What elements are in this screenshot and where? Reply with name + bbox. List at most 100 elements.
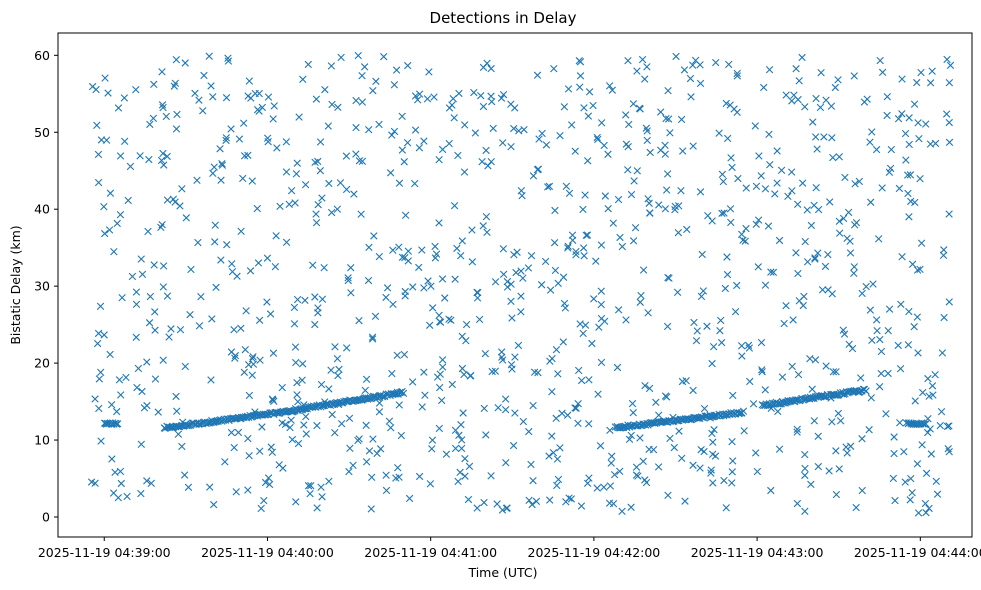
scatter-point bbox=[590, 295, 598, 303]
scatter-point bbox=[479, 63, 488, 72]
scatter-point bbox=[683, 225, 691, 234]
scatter-point bbox=[896, 419, 904, 427]
scatter-point bbox=[233, 272, 241, 280]
scatter-point bbox=[848, 344, 857, 353]
scatter-point bbox=[933, 490, 942, 498]
scatter-point bbox=[132, 333, 140, 341]
scatter-point bbox=[435, 155, 443, 164]
scatter-point bbox=[461, 472, 469, 480]
scatter-point bbox=[358, 157, 367, 166]
scatter-point bbox=[368, 335, 377, 343]
scatter-point bbox=[749, 400, 758, 408]
scatter-point bbox=[279, 464, 287, 472]
scatter-point bbox=[925, 504, 933, 513]
scatter-point bbox=[134, 364, 143, 373]
scatter-point bbox=[945, 298, 953, 306]
scatter-point bbox=[483, 228, 491, 236]
scatter-point bbox=[253, 204, 261, 213]
scatter-point bbox=[835, 153, 843, 161]
scatter-point bbox=[814, 462, 823, 471]
scatter-point bbox=[124, 196, 132, 205]
scatter-point bbox=[663, 322, 672, 331]
scatter-point bbox=[95, 375, 104, 383]
scatter-point bbox=[767, 268, 775, 276]
scatter-point bbox=[150, 261, 158, 269]
scatter-point bbox=[137, 489, 145, 498]
scatter-point bbox=[579, 205, 587, 214]
scatter-point bbox=[924, 374, 932, 383]
scatter-point bbox=[218, 161, 227, 169]
scatter-point bbox=[607, 459, 615, 467]
scatter-point bbox=[840, 330, 849, 338]
scatter-point bbox=[501, 395, 510, 403]
scatter-point bbox=[258, 423, 266, 431]
scatter-point bbox=[723, 134, 732, 143]
x-tick-label: 2025-11-19 04:41:00 bbox=[364, 545, 497, 560]
scatter-point bbox=[114, 104, 123, 112]
scatter-point bbox=[920, 420, 928, 428]
scatter-point bbox=[560, 299, 569, 308]
scatter-point bbox=[113, 219, 121, 228]
scatter-point bbox=[285, 200, 293, 208]
scatter-point bbox=[133, 383, 141, 392]
scatter-point bbox=[222, 136, 230, 145]
scatter-point bbox=[741, 237, 749, 245]
scatter-point bbox=[597, 119, 606, 127]
scatter-point bbox=[311, 320, 319, 329]
scatter-point bbox=[813, 145, 821, 153]
scatter-point bbox=[943, 55, 951, 64]
scatter-point bbox=[171, 198, 179, 206]
scatter-point bbox=[253, 106, 262, 114]
scatter-point bbox=[418, 246, 426, 254]
scatter-point bbox=[614, 195, 623, 204]
scatter-point bbox=[729, 457, 737, 465]
scatter-point bbox=[132, 300, 141, 308]
scatter-point bbox=[836, 417, 845, 425]
scatter-point bbox=[350, 190, 358, 198]
scatter-point bbox=[633, 167, 641, 175]
scatter-point bbox=[114, 493, 122, 502]
scatter-point bbox=[317, 380, 326, 389]
scatter-point bbox=[740, 427, 748, 435]
scatter-point bbox=[563, 411, 572, 419]
scatter-point bbox=[151, 375, 160, 383]
scatter-point bbox=[565, 494, 573, 502]
scatter-point bbox=[313, 421, 321, 430]
scatter-point bbox=[503, 277, 512, 286]
scatter-point bbox=[552, 414, 560, 423]
scatter-point bbox=[643, 63, 651, 71]
scatter-point bbox=[160, 161, 168, 169]
scatter-point bbox=[581, 191, 589, 199]
scatter-point bbox=[579, 244, 588, 252]
scatter-point bbox=[211, 238, 219, 246]
scatter-point bbox=[645, 384, 654, 393]
scatter-point bbox=[945, 138, 954, 147]
scatter-point bbox=[388, 131, 396, 139]
scatter-point bbox=[183, 422, 191, 430]
scatter-point bbox=[911, 397, 919, 405]
scatter-point bbox=[686, 415, 695, 424]
scatter-point bbox=[115, 376, 124, 384]
scatter-point bbox=[426, 480, 435, 488]
scatter-point bbox=[248, 177, 256, 185]
scatter-point bbox=[240, 152, 249, 160]
scatter-point bbox=[872, 316, 881, 324]
scatter-point bbox=[572, 404, 580, 412]
scatter-point bbox=[230, 443, 238, 452]
scatter-point bbox=[829, 153, 837, 162]
scatter-point bbox=[447, 316, 455, 324]
scatter-point bbox=[266, 310, 275, 318]
scatter-point bbox=[938, 349, 947, 357]
scatter-point bbox=[430, 93, 438, 101]
scatter-point bbox=[807, 221, 816, 230]
scatter-point bbox=[896, 365, 905, 373]
scatter-point bbox=[387, 424, 395, 432]
scatter-point bbox=[769, 268, 778, 277]
scatter-point bbox=[664, 491, 672, 499]
scatter-point bbox=[373, 449, 381, 458]
scatter-point bbox=[512, 268, 520, 277]
scatter-point bbox=[712, 58, 720, 67]
scatter-point bbox=[914, 349, 922, 357]
scatter-point bbox=[318, 493, 326, 501]
